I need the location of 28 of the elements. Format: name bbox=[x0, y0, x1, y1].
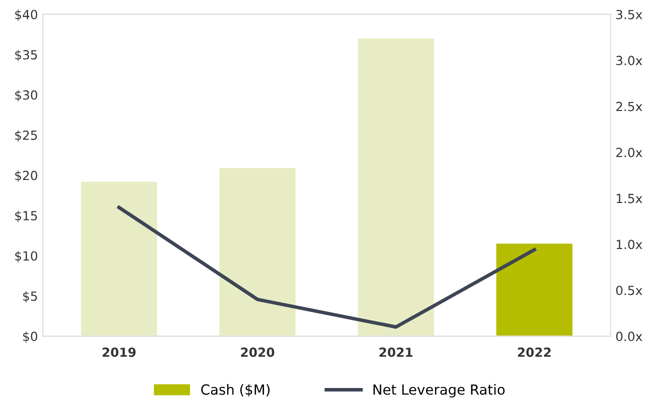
x-tick-label: 2020 bbox=[241, 348, 274, 357]
legend-label: Cash ($M) bbox=[201, 384, 270, 397]
bar bbox=[496, 244, 572, 336]
y-tick-label: $35 bbox=[15, 50, 37, 62]
y-tick-label: $40 bbox=[15, 10, 38, 21]
bar bbox=[80, 182, 158, 336]
bar bbox=[219, 168, 296, 336]
y-tick-label: $15 bbox=[15, 210, 37, 222]
y-tick-label: $5 bbox=[23, 291, 37, 303]
x-tick-label: 2021 bbox=[380, 348, 412, 357]
y-tick-label: $30 bbox=[15, 90, 38, 102]
y2-tick-label: 3.0x bbox=[616, 56, 642, 66]
x-tick-label: 2019 bbox=[102, 348, 136, 357]
x-tick-label: 2022 bbox=[518, 348, 551, 357]
y2-tick-label: 0.0x bbox=[616, 332, 642, 342]
y2-tick-label: 0.5x bbox=[616, 286, 642, 296]
bar bbox=[358, 38, 434, 336]
y-tick-label: $25 bbox=[15, 130, 37, 142]
y-tick-label: $0 bbox=[23, 331, 38, 343]
line-series bbox=[117, 206, 536, 329]
y2-tick-label: 3.5x bbox=[616, 10, 642, 20]
y2-tick-label: 2.5x bbox=[616, 102, 642, 112]
y2-tick-label: 1.0x bbox=[616, 240, 642, 250]
y2-tick-label: 1.5x bbox=[616, 194, 642, 204]
y2-tick-label: 2.0x bbox=[616, 148, 642, 158]
y-tick-label: $20 bbox=[15, 170, 38, 182]
y-tick-label: $10 bbox=[15, 250, 38, 262]
legend-label: Net Leverage Ratio bbox=[374, 384, 505, 398]
